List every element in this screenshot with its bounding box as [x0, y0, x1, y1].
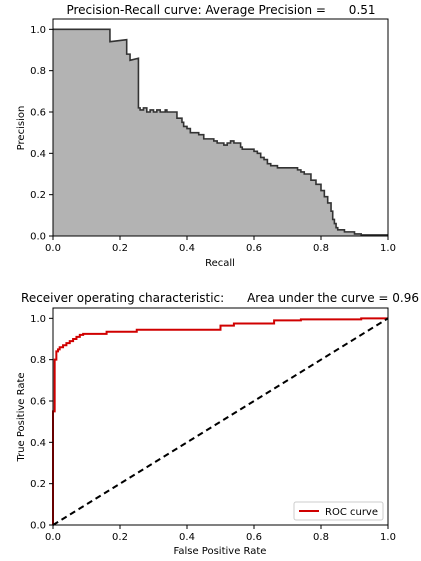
roc-x-tick-label: 0.8 [313, 532, 329, 543]
roc-axes-frame [52, 307, 389, 526]
pr-y-tick-label: 0.8 [30, 66, 46, 77]
roc-x-tick-label: 1.0 [380, 532, 396, 543]
pr-x-tick-label: 0.4 [179, 243, 195, 254]
roc-x-label: False Positive Rate [174, 546, 267, 557]
pr-title: Precision-Recall curve: Average Precisio… [66, 3, 375, 17]
roc-y-tick-label: 0.2 [30, 479, 46, 490]
pr-y-tick-label: 0.0 [30, 232, 46, 243]
pr-y-label: Precision [16, 106, 27, 151]
pr-y-ticks: 0.0 0.2 0.4 0.6 0.8 1.0 [30, 25, 53, 243]
pr-plot-area [53, 28, 388, 236]
roc-x-tick-label: 0.0 [45, 532, 61, 543]
pr-x-tick-label: 0.6 [246, 243, 262, 254]
pr-axes-frame [52, 18, 389, 237]
roc-chance-line [52, 317, 389, 526]
roc-plot-area [52, 317, 389, 526]
roc-x-tick-label: 0.4 [179, 532, 195, 543]
pr-curve-line [53, 28, 388, 236]
roc-y-ticks: 0.0 0.2 0.4 0.6 0.8 1.0 [30, 314, 53, 532]
pr-y-tick-label: 0.4 [30, 149, 46, 160]
roc-y-tick-label: 1.0 [30, 314, 46, 325]
pr-x-tick-label: 0.2 [112, 243, 128, 254]
roc-y-tick-label: 0.8 [30, 355, 46, 366]
pr-x-tick-label: 0.0 [45, 243, 61, 254]
roc-y-tick-label: 0.0 [30, 521, 46, 532]
roc-y-label: True Positive Rate [16, 372, 27, 462]
roc-legend-box [293, 501, 384, 521]
roc-title: Receiver operating characteristic: Area … [21, 291, 419, 305]
pr-y-tick-label: 0.2 [30, 190, 46, 201]
roc-y-tick-label: 0.6 [30, 397, 46, 408]
roc-y-tick-label: 0.4 [30, 438, 46, 449]
roc-x-ticks: 0.0 0.2 0.4 0.6 0.8 1.0 [45, 525, 396, 543]
pr-x-ticks: 0.0 0.2 0.4 0.6 0.8 1.0 [45, 236, 396, 254]
pr-x-tick-label: 1.0 [380, 243, 396, 254]
roc-curve-line [52, 317, 388, 525]
roc-legend: ROC curve [293, 501, 384, 521]
pr-area-fill [53, 29, 388, 236]
pr-y-tick-label: 0.6 [30, 108, 46, 119]
roc-x-tick-label: 0.2 [112, 532, 128, 543]
roc-legend-label: ROC curve [325, 507, 378, 518]
pr-y-tick-label: 1.0 [30, 25, 46, 36]
pr-x-tick-label: 0.8 [313, 243, 329, 254]
roc-chart: Receiver operating characteristic: Area … [16, 291, 419, 557]
roc-x-tick-label: 0.6 [246, 532, 262, 543]
pr-chart: Precision-Recall curve: Average Precisio… [16, 3, 396, 269]
pr-x-label: Recall [205, 258, 235, 269]
